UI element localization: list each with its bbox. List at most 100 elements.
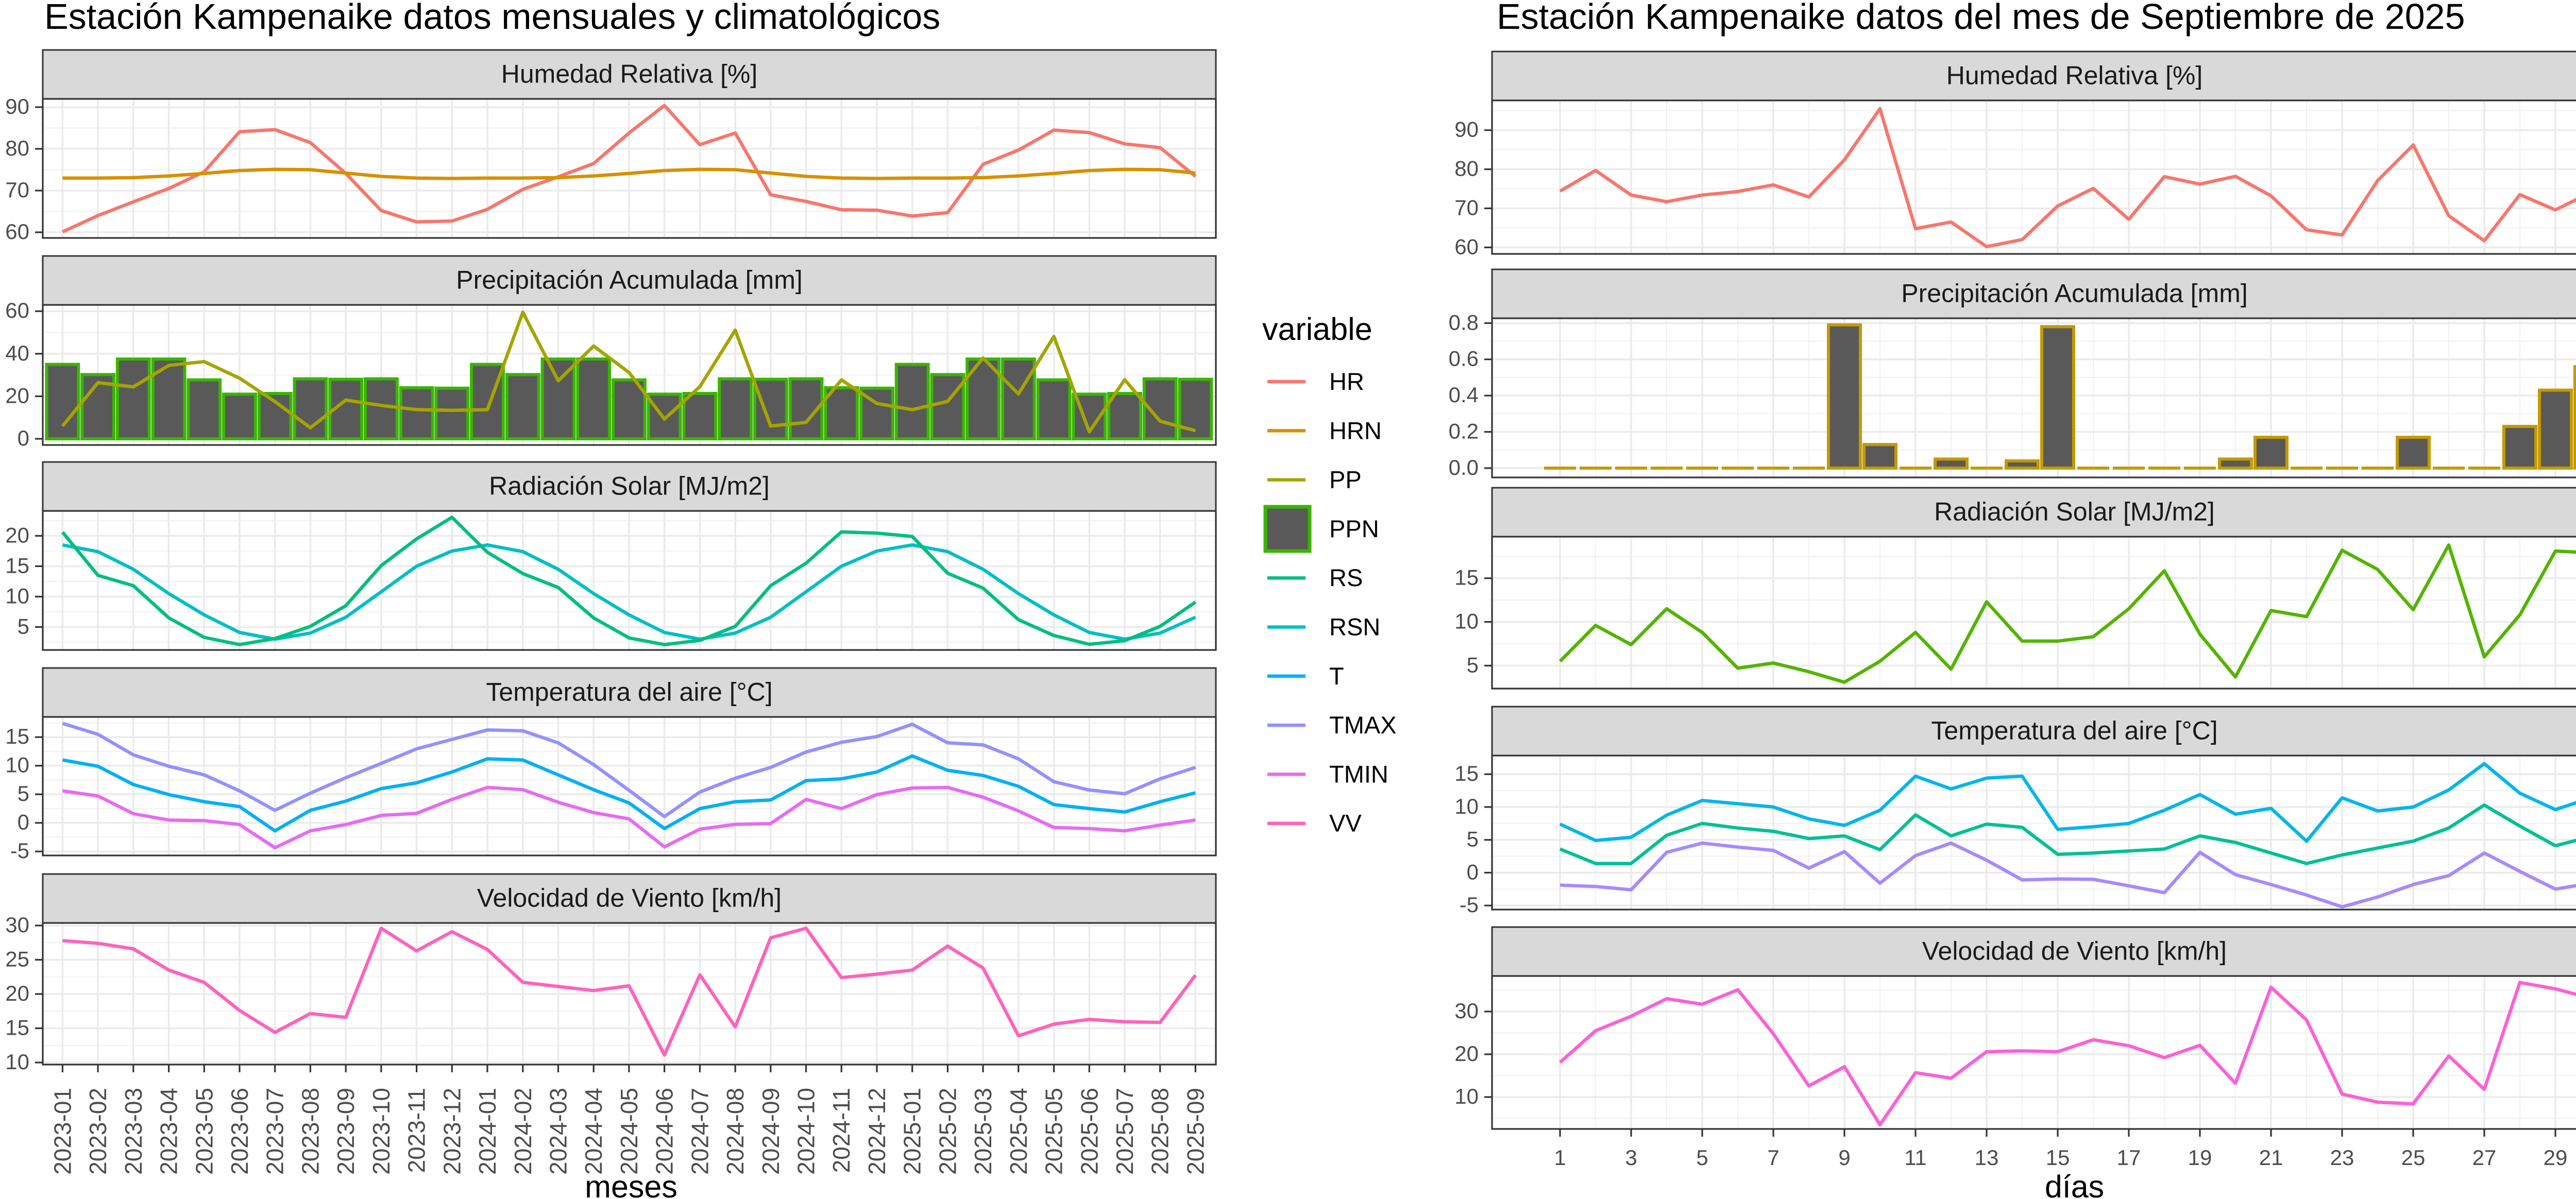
svg-text:30: 30	[5, 913, 29, 937]
svg-text:Velocidad de Viento [km/h]: Velocidad de Viento [km/h]	[477, 884, 782, 913]
svg-text:80: 80	[1454, 157, 1479, 181]
svg-text:2025-01: 2025-01	[899, 1088, 926, 1175]
svg-text:0: 0	[18, 426, 29, 450]
svg-text:2024-03: 2024-03	[545, 1088, 572, 1175]
svg-text:29: 29	[2544, 1145, 2568, 1170]
svg-text:19: 19	[2188, 1145, 2212, 1170]
svg-text:15: 15	[5, 724, 29, 748]
svg-text:2024-02: 2024-02	[510, 1088, 536, 1175]
svg-text:T: T	[1329, 662, 1344, 690]
svg-text:60: 60	[5, 298, 29, 322]
svg-text:10: 10	[1454, 794, 1479, 818]
svg-text:1: 1	[1554, 1145, 1566, 1170]
svg-text:15: 15	[2046, 1145, 2070, 1170]
svg-text:70: 70	[5, 178, 29, 202]
svg-text:PPN: PPN	[1329, 515, 1379, 542]
svg-text:10: 10	[1454, 1084, 1479, 1108]
svg-text:11: 11	[1904, 1145, 1927, 1170]
svg-text:Velocidad de Viento [km/h]: Velocidad de Viento [km/h]	[1922, 937, 2227, 966]
svg-text:2023-04: 2023-04	[156, 1088, 182, 1175]
svg-text:25: 25	[2401, 1145, 2426, 1170]
svg-text:2024-10: 2024-10	[793, 1088, 820, 1175]
svg-text:15: 15	[5, 553, 29, 577]
svg-text:10: 10	[1454, 609, 1479, 633]
svg-text:13: 13	[1975, 1145, 1999, 1170]
svg-text:5: 5	[1467, 653, 1479, 677]
svg-text:90: 90	[1454, 117, 1479, 142]
svg-text:Precipitación Acumulada [mm]: Precipitación Acumulada [mm]	[1901, 279, 2248, 308]
svg-text:2023-10: 2023-10	[368, 1088, 395, 1175]
svg-text:2023-09: 2023-09	[332, 1088, 359, 1175]
svg-text:Temperatura del aire [°C]: Temperatura del aire [°C]	[486, 678, 772, 707]
svg-text:2024-08: 2024-08	[722, 1088, 749, 1175]
svg-text:TMIN: TMIN	[1329, 760, 1388, 787]
svg-text:7: 7	[1767, 1145, 1779, 1170]
svg-text:2025-02: 2025-02	[934, 1088, 961, 1175]
svg-text:2025-07: 2025-07	[1111, 1088, 1138, 1175]
svg-text:27: 27	[2472, 1145, 2497, 1170]
svg-text:2024-01: 2024-01	[474, 1088, 501, 1175]
svg-text:15: 15	[1454, 761, 1479, 785]
svg-text:60: 60	[1454, 234, 1479, 259]
svg-text:0.4: 0.4	[1449, 383, 1479, 407]
svg-text:2024-11: 2024-11	[828, 1088, 855, 1173]
svg-text:2025-04: 2025-04	[1005, 1088, 1032, 1175]
svg-text:2024-09: 2024-09	[757, 1088, 784, 1175]
svg-text:25: 25	[5, 947, 29, 971]
svg-text:Temperatura del aire [°C]: Temperatura del aire [°C]	[1931, 716, 2217, 745]
svg-text:variable: variable	[1262, 312, 1372, 347]
svg-text:2023-06: 2023-06	[226, 1088, 253, 1175]
svg-text:días: días	[2045, 1169, 2104, 1199]
svg-text:60: 60	[5, 219, 29, 244]
svg-text:2024-04: 2024-04	[580, 1088, 607, 1175]
svg-text:40: 40	[5, 341, 29, 365]
svg-text:5: 5	[18, 781, 29, 806]
svg-text:3: 3	[1625, 1145, 1637, 1170]
svg-text:RS: RS	[1329, 564, 1363, 591]
svg-text:2023-12: 2023-12	[438, 1088, 465, 1175]
svg-text:2024-05: 2024-05	[616, 1088, 642, 1175]
svg-text:2023-03: 2023-03	[120, 1088, 147, 1175]
svg-text:2023-11: 2023-11	[403, 1088, 430, 1173]
svg-text:0.8: 0.8	[1449, 310, 1479, 334]
svg-text:17: 17	[2117, 1145, 2141, 1170]
svg-text:5: 5	[1696, 1145, 1708, 1170]
svg-text:0: 0	[18, 810, 29, 834]
svg-text:2025-03: 2025-03	[970, 1088, 996, 1175]
svg-text:2023-01: 2023-01	[49, 1088, 76, 1175]
svg-text:23: 23	[2330, 1145, 2354, 1170]
svg-text:0.2: 0.2	[1449, 419, 1479, 443]
svg-text:RSN: RSN	[1329, 613, 1380, 641]
svg-text:2024-06: 2024-06	[651, 1088, 678, 1175]
svg-text:2025-08: 2025-08	[1147, 1088, 1174, 1175]
svg-text:20: 20	[5, 383, 29, 407]
svg-text:0: 0	[1467, 860, 1479, 884]
svg-text:HRN: HRN	[1329, 417, 1382, 444]
svg-text:70: 70	[1454, 196, 1479, 220]
svg-text:2023-07: 2023-07	[262, 1088, 289, 1175]
svg-text:21: 21	[2259, 1145, 2283, 1170]
svg-text:10: 10	[5, 584, 29, 608]
svg-text:20: 20	[5, 523, 29, 547]
svg-text:meses: meses	[585, 1169, 677, 1199]
svg-text:VV: VV	[1329, 810, 1362, 837]
svg-text:10: 10	[5, 1050, 29, 1074]
svg-text:2023-08: 2023-08	[297, 1088, 324, 1175]
svg-text:Estación Kampenaike datos del: Estación Kampenaike datos del mes de Sep…	[1497, 0, 2465, 37]
svg-text:-5: -5	[10, 838, 29, 863]
svg-text:0.0: 0.0	[1449, 455, 1479, 479]
svg-text:HR: HR	[1329, 368, 1364, 395]
svg-text:Precipitación Acumulada [mm]: Precipitación Acumulada [mm]	[456, 266, 803, 295]
svg-text:2025-09: 2025-09	[1182, 1088, 1209, 1175]
svg-text:20: 20	[5, 981, 29, 1005]
svg-text:Radiación Solar [MJ/m2]: Radiación Solar [MJ/m2]	[1934, 498, 2215, 526]
svg-text:Radiación Solar [MJ/m2]: Radiación Solar [MJ/m2]	[489, 472, 770, 501]
svg-text:80: 80	[5, 136, 29, 160]
svg-text:5: 5	[1467, 827, 1479, 851]
svg-text:90: 90	[5, 94, 29, 118]
svg-text:2023-05: 2023-05	[191, 1088, 217, 1175]
svg-text:15: 15	[5, 1016, 29, 1040]
svg-text:30: 30	[1454, 999, 1479, 1023]
svg-text:Humedad Relativa [%]: Humedad Relativa [%]	[1946, 61, 2202, 90]
svg-text:2024-12: 2024-12	[863, 1088, 890, 1175]
